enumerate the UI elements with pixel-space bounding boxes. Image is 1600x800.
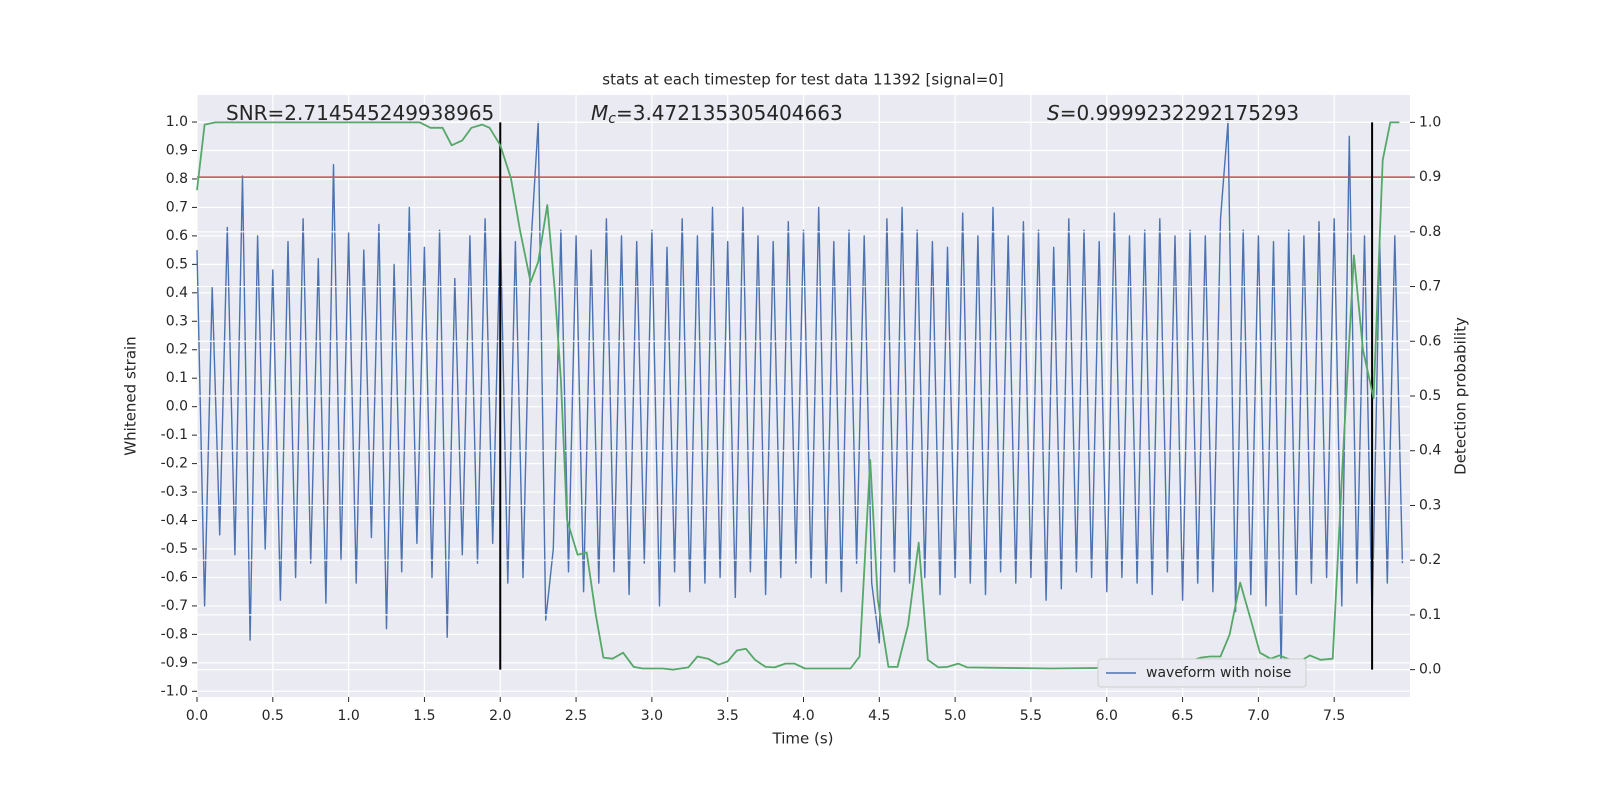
x-axis-label: Time (s) bbox=[772, 730, 834, 748]
x-tick-label: 1.0 bbox=[337, 708, 359, 724]
y-tick-label: 0.5 bbox=[166, 256, 188, 272]
x-tick-label: 4.5 bbox=[868, 708, 890, 724]
y2-tick-label: 0.9 bbox=[1419, 169, 1441, 185]
annotation-text: SNR=2.714545249938965 bbox=[226, 101, 494, 125]
annotation-text: =3.472135305404663 bbox=[616, 101, 843, 125]
y-tick-label: -0.6 bbox=[161, 569, 188, 585]
x-tick-label: 2.5 bbox=[565, 708, 587, 724]
y-tick-label: 0.3 bbox=[166, 313, 188, 329]
x-tick-label: 0.0 bbox=[186, 708, 208, 724]
plot-area: 0.0 0.5 1.0 1.5 2.0 2.5 3.0 3.5 4.0 4.5 5.0 5.5 6.0 6… bbox=[161, 95, 1441, 724]
annotation: SNR=2.714545249938965 bbox=[226, 101, 494, 125]
annotation: S=0.9999232292175293 bbox=[1047, 101, 1299, 125]
x-tick-label: 7.0 bbox=[1247, 708, 1269, 724]
y2-tick-label: 1.0 bbox=[1419, 114, 1441, 130]
y2-tick-label: 0.8 bbox=[1419, 224, 1441, 240]
y-axis-label: Whitened strain bbox=[122, 336, 140, 455]
y-tick-label: -0.7 bbox=[161, 598, 188, 614]
x-tick-label: 7.5 bbox=[1323, 708, 1345, 724]
annotation-symbol: S bbox=[1047, 101, 1060, 125]
y-tick-label: 0.6 bbox=[166, 228, 188, 244]
annotation: Mc=3.472135305404663 bbox=[591, 101, 843, 128]
x-tick-label: 5.5 bbox=[1020, 708, 1042, 724]
annotation-symbol: M bbox=[591, 101, 608, 125]
y-tick-label: -0.9 bbox=[161, 655, 188, 671]
x-tick-label: 6.0 bbox=[1096, 708, 1118, 724]
y2-tick-label: 0.7 bbox=[1419, 279, 1441, 295]
y-tick-label: -0.3 bbox=[161, 484, 188, 500]
y2-tick-label: 0.3 bbox=[1419, 497, 1441, 513]
x-tick-label: 0.5 bbox=[262, 708, 284, 724]
y-tick-label: -0.2 bbox=[161, 456, 188, 472]
y-tick-label: 0.8 bbox=[166, 171, 188, 187]
x-tick-label: 2.0 bbox=[489, 708, 511, 724]
y-tick-label: 0.9 bbox=[166, 143, 188, 159]
x-tick-label: 1.5 bbox=[413, 708, 435, 724]
x-tick-label: 4.0 bbox=[792, 708, 814, 724]
y-tick-label: -0.4 bbox=[161, 513, 188, 529]
y2-tick-label: 0.5 bbox=[1419, 388, 1441, 404]
y2-tick-label: 0.0 bbox=[1419, 662, 1441, 678]
legend-box bbox=[1097, 658, 1307, 688]
line bbox=[196, 121, 1404, 670]
y-tick-label: 0.4 bbox=[166, 285, 188, 301]
y-tick-label: -1.0 bbox=[161, 683, 188, 699]
x-tick-label: 5.0 bbox=[944, 708, 966, 724]
annotation-text: =0.9999232292175293 bbox=[1060, 101, 1299, 125]
y-tick-label: -0.8 bbox=[161, 626, 188, 642]
y2-axis-label: Detection probability bbox=[1452, 317, 1470, 475]
y2-tick-label: 0.2 bbox=[1419, 552, 1441, 568]
legend-label: waveform with noise bbox=[1146, 665, 1291, 681]
y-tick-label: 0.0 bbox=[166, 399, 188, 415]
y-tick-label: -0.5 bbox=[161, 541, 188, 557]
chart-title: stats at each timestep for test data 113… bbox=[602, 71, 1003, 89]
y-tick-label: 1.0 bbox=[166, 114, 188, 130]
y-tick-label: -0.1 bbox=[161, 427, 188, 443]
x-tick-label: 6.5 bbox=[1171, 708, 1193, 724]
y-tick-label: 0.1 bbox=[166, 370, 188, 386]
annotation-subscript: c bbox=[608, 111, 616, 127]
x-tick-label: 3.5 bbox=[717, 708, 739, 724]
y2-tick-label: 0.4 bbox=[1419, 443, 1441, 459]
y2-tick-label: 0.1 bbox=[1419, 607, 1441, 623]
line bbox=[196, 121, 1400, 671]
y2-tick-label: 0.6 bbox=[1419, 333, 1441, 349]
y-tick-label: 0.2 bbox=[166, 342, 188, 358]
x-tick-label: 3.0 bbox=[641, 708, 663, 724]
y-tick-label: 0.7 bbox=[166, 199, 188, 215]
